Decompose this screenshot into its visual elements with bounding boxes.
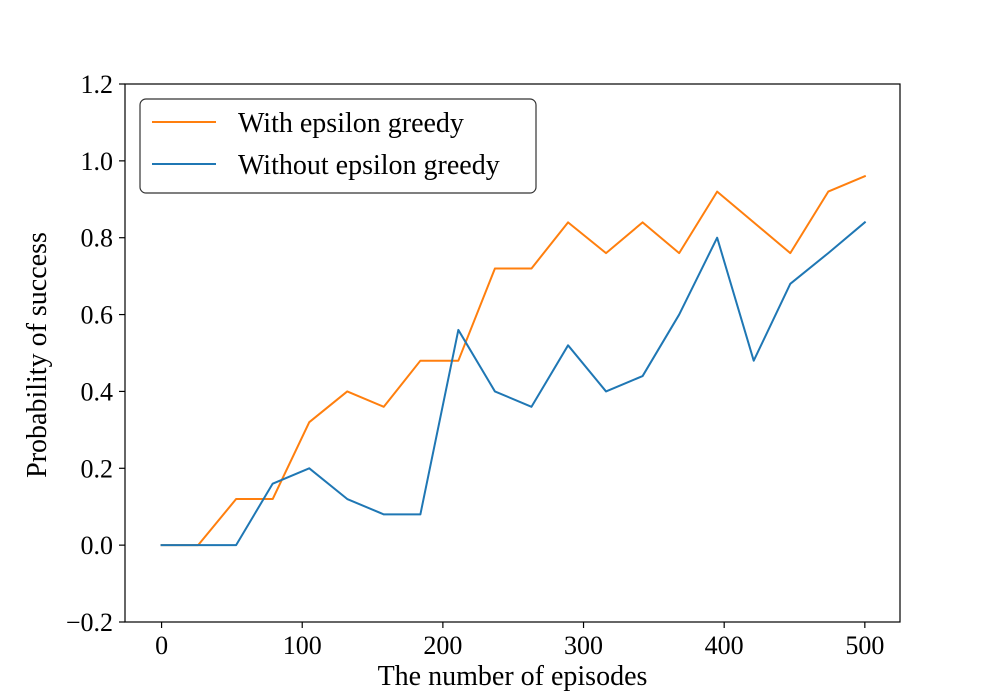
x-tick-label: 0 bbox=[155, 631, 168, 660]
x-axis-label: The number of episodes bbox=[378, 661, 648, 692]
y-tick-label: −0.2 bbox=[66, 608, 113, 637]
x-tick-label: 200 bbox=[423, 631, 462, 660]
legend-label-with-epsilon-greedy: With epsilon greedy bbox=[238, 108, 464, 139]
y-tick-label: 1.2 bbox=[81, 70, 114, 99]
x-tick-label: 500 bbox=[845, 631, 884, 660]
x-tick-label: 300 bbox=[564, 631, 603, 660]
y-axis-label: Probability of success bbox=[22, 232, 53, 478]
legend: With epsilon greedy Without epsilon gree… bbox=[140, 99, 536, 193]
y-tick-label: 1.0 bbox=[81, 147, 114, 176]
y-tick-label: 0.0 bbox=[81, 531, 114, 560]
x-tick-label: 100 bbox=[283, 631, 322, 660]
legend-label-without-epsilon-greedy: Without epsilon greedy bbox=[238, 150, 500, 181]
y-tick-label: 0.2 bbox=[81, 454, 114, 483]
y-tick-label: 0.6 bbox=[81, 301, 114, 330]
y-tick-label: 0.4 bbox=[81, 377, 114, 406]
y-tick-label: 0.8 bbox=[81, 224, 114, 253]
x-tick-label: 400 bbox=[705, 631, 744, 660]
